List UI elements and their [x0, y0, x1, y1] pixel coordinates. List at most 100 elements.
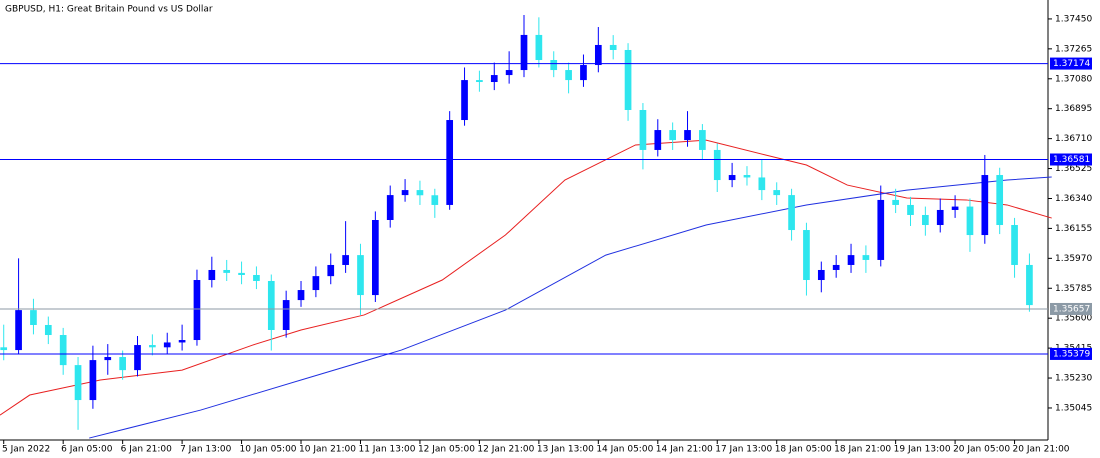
candle-body — [907, 204, 914, 215]
candle-body — [357, 255, 364, 296]
candle-body — [565, 70, 572, 81]
candle-body — [490, 75, 498, 83]
candle-body — [372, 220, 379, 296]
y-tick-label: 1.35785 — [1055, 284, 1092, 294]
price-level-tag — [1050, 57, 1092, 70]
candle-body — [639, 110, 647, 150]
candle-body — [594, 44, 602, 66]
candle-body — [609, 44, 617, 50]
candle-body — [1011, 225, 1018, 265]
candle-body — [238, 272, 245, 275]
candle-body — [624, 49, 632, 110]
candle-body — [178, 340, 186, 343]
candle-body — [401, 190, 409, 196]
x-tick-label: 11 Jan 13:00 — [358, 445, 415, 455]
candle-body — [817, 269, 825, 281]
candle-body — [550, 60, 558, 71]
price-level-label: 1.37174 — [1053, 59, 1090, 69]
candle-body — [862, 255, 870, 260]
x-tick-label: 6 Jan 05:00 — [61, 445, 113, 455]
moving-average — [89, 176, 1052, 439]
candle-body — [996, 175, 1004, 226]
candle-body — [253, 275, 260, 281]
candle-body — [520, 34, 528, 71]
y-tick-label: 1.37080 — [1055, 74, 1092, 84]
candle-body — [654, 130, 662, 150]
candle-body — [699, 130, 706, 150]
x-tick-label: 12 Jan 05:00 — [418, 445, 475, 455]
x-tick-label: 18 Jan 21:00 — [834, 445, 891, 455]
candle-body — [119, 357, 126, 371]
candle-body — [446, 120, 454, 205]
candle-body — [803, 230, 810, 281]
x-tick-label: 17 Jan 13:00 — [715, 445, 772, 455]
candle-body — [728, 175, 736, 181]
candle-body — [936, 209, 944, 226]
x-tick-label: 14 Jan 21:00 — [656, 445, 713, 455]
x-tick-label: 20 Jan 21:00 — [1013, 445, 1070, 455]
price-level-tag — [1050, 302, 1092, 315]
candle-body — [505, 70, 513, 76]
y-tick-label: 1.35600 — [1055, 314, 1092, 324]
candle-body — [267, 280, 275, 330]
candle-body — [149, 345, 156, 348]
candle-body — [193, 280, 201, 341]
candle-body — [1026, 264, 1033, 306]
y-tick-label: 1.35045 — [1055, 403, 1092, 413]
candle-body — [327, 264, 335, 277]
candle-body — [104, 357, 112, 361]
price-level-tag — [1050, 347, 1092, 360]
x-tick-label: 19 Jan 13:00 — [894, 445, 951, 455]
candle-body — [59, 335, 67, 366]
x-tick-label: 10 Jan 05:00 — [240, 445, 297, 455]
y-tick-label: 1.37265 — [1055, 44, 1092, 54]
candle-body — [282, 300, 290, 330]
price-level-label: 1.35379 — [1053, 349, 1090, 359]
y-tick-label: 1.35230 — [1055, 374, 1092, 384]
x-tick-label: 18 Jan 05:00 — [775, 445, 832, 455]
x-tick-label: 14 Jan 05:00 — [596, 445, 653, 455]
candle-body — [892, 199, 899, 205]
y-tick-label: 1.35970 — [1055, 254, 1092, 264]
candle-body — [163, 342, 171, 348]
candle-body — [669, 130, 676, 141]
candle-body — [684, 130, 691, 141]
y-tick-label: 1.36895 — [1055, 104, 1092, 114]
x-tick-label: 13 Jan 13:00 — [537, 445, 594, 455]
chart-title: GBPUSD, H1: Great Britain Pound vs US Do… — [5, 5, 213, 15]
candle-body — [342, 255, 349, 265]
candle-body — [877, 199, 885, 260]
candle-body — [431, 195, 439, 205]
candle-body — [208, 269, 216, 281]
candle-body — [713, 149, 721, 181]
candle-body — [535, 34, 543, 61]
price-level-label: 1.36581 — [1053, 155, 1090, 165]
candle-body — [773, 190, 781, 196]
y-tick-label: 1.36340 — [1055, 194, 1092, 204]
candle-body — [832, 264, 840, 270]
candle-body — [743, 175, 751, 178]
candle-body — [758, 177, 766, 191]
candle-body — [386, 195, 394, 220]
x-tick-label: 20 Jan 05:00 — [953, 445, 1010, 455]
x-tick-label: 10 Jan 21:00 — [299, 445, 356, 455]
candle-body — [981, 175, 989, 236]
x-tick-label: 6 Jan 21:00 — [121, 445, 173, 455]
price-level-label: 1.35657 — [1053, 304, 1090, 314]
candle-body — [0, 347, 8, 351]
x-tick-label: 7 Jan 13:00 — [180, 445, 232, 455]
candle-body — [134, 345, 141, 371]
candle-body — [74, 365, 82, 401]
candle-body — [89, 360, 97, 401]
candle-body — [461, 80, 468, 121]
candle-body — [966, 206, 974, 236]
candle-body — [15, 310, 22, 351]
candle-body — [312, 276, 320, 291]
y-tick-label: 1.36155 — [1055, 224, 1092, 234]
candle-body — [30, 310, 37, 325]
x-tick-label: 12 Jan 21:00 — [477, 445, 534, 455]
candle-body — [476, 80, 483, 83]
y-tick-label: 1.36710 — [1055, 134, 1092, 144]
